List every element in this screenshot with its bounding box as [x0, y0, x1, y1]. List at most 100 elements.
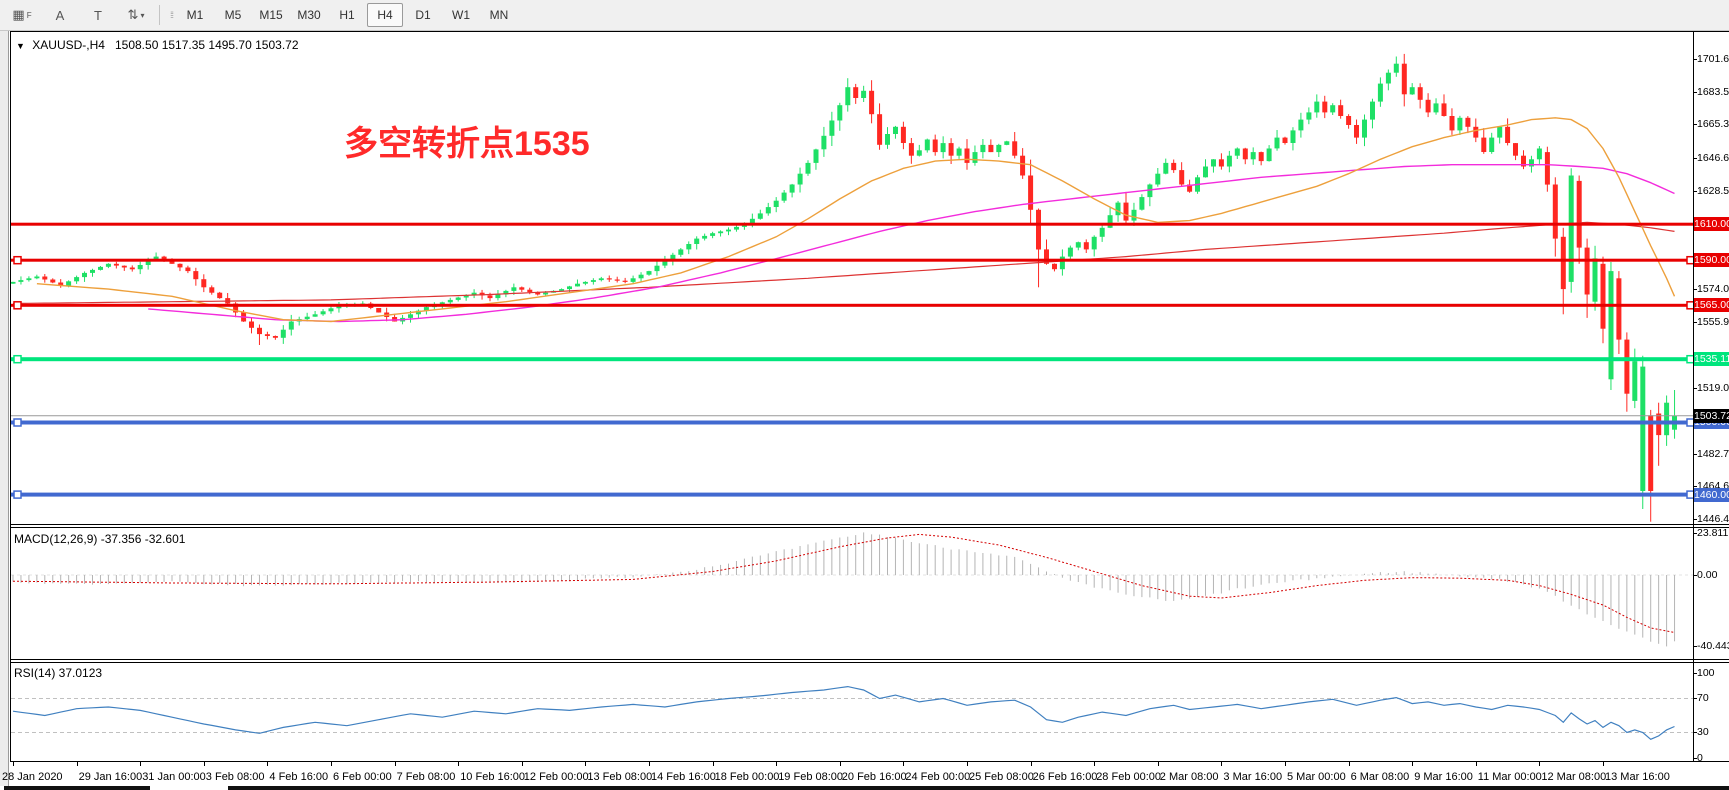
line-handle[interactable]	[1686, 354, 1693, 364]
macd-axis-label: -40.443	[1697, 640, 1729, 653]
timeframe-m15-button[interactable]: M15	[259, 8, 283, 22]
macd-histogram	[12, 532, 1676, 647]
timeframe-m30-button[interactable]: M30	[297, 8, 321, 22]
text-label-t-button[interactable]: T	[80, 3, 116, 27]
line-handle[interactable]	[13, 418, 22, 427]
timeframe-mn-button[interactable]: MN	[489, 8, 509, 22]
level-line-1590.00[interactable]	[11, 255, 1693, 265]
price-tick-mark	[1693, 288, 1697, 290]
time-axis-line	[10, 761, 1729, 762]
time-tick-mark	[203, 762, 205, 766]
cursor-a-icon: A	[55, 7, 65, 23]
chart-annotation-text[interactable]: 多空转折点1535	[344, 125, 590, 163]
time-axis-label: 3 Mar 16:00	[1223, 771, 1283, 783]
time-axis-label: 6 Feb 00:00	[333, 771, 392, 783]
time-axis-label: 9 Mar 16:00	[1414, 771, 1473, 783]
line-handle[interactable]	[1686, 490, 1693, 499]
toolbar-drag-handle[interactable]: ⁞⁞	[170, 10, 174, 20]
macd-pane-separator-top[interactable]	[10, 524, 1729, 525]
price-axis-label: 1628.50	[1697, 184, 1729, 197]
time-tick-mark	[331, 762, 332, 766]
time-axis-label: 20 Feb 16:00	[841, 771, 907, 783]
main-pane-left-border	[10, 31, 11, 761]
level-line-1460.00[interactable]	[11, 490, 1693, 499]
level-price-chip-1590.00: 1590.00	[1694, 253, 1729, 268]
price-tick-mark	[1693, 486, 1697, 488]
line-handle[interactable]	[1686, 255, 1693, 265]
timeframe-h4-button[interactable]: H4	[367, 3, 404, 27]
symbol-ohlc-values: 1508.50 1517.35 1495.70 1503.72	[114, 38, 299, 52]
macd-pane-canvas[interactable]	[11, 528, 1693, 659]
cursor-a-button[interactable]: A	[42, 3, 78, 27]
time-axis-label: 26 Feb 16:00	[1032, 771, 1098, 783]
time-axis-label: 18 Feb 00:00	[714, 771, 780, 783]
rsi-pane-separator-bottom	[10, 662, 1729, 663]
timeframe-w1-button[interactable]: W1	[452, 8, 471, 22]
time-axis-label: 28 Feb 00:00	[1096, 771, 1162, 783]
level-line-1610.00[interactable]	[11, 222, 1693, 226]
symbol-info-bar: ▼ XAUUSD-,H4 1508.50 1517.35 1495.70 150…	[16, 38, 299, 52]
ma-fast-line	[36, 117, 1676, 323]
price-axis-line	[1693, 31, 1694, 761]
time-axis-label: 13 Feb 08:00	[587, 771, 653, 783]
bottom-edge-left	[4, 786, 150, 790]
time-axis-label: 7 Feb 08:00	[396, 771, 456, 783]
time-tick-mark	[1285, 762, 1286, 766]
time-axis-label: 6 Mar 08:00	[1350, 771, 1410, 783]
time-tick-mark	[649, 762, 650, 766]
macd-signal-line	[12, 533, 1675, 633]
macd-tick-mark	[1693, 646, 1697, 648]
line-handle[interactable]	[1686, 418, 1693, 427]
line-handle[interactable]	[13, 255, 22, 265]
line-handle[interactable]	[13, 354, 22, 364]
text-label-t-icon: T	[94, 7, 102, 23]
arrows-objects-button[interactable]: ⇅ ▾	[118, 3, 154, 27]
time-axis-label: 14 Feb 16:00	[651, 771, 716, 783]
macd-tick-mark	[1693, 533, 1697, 534]
price-tick-mark	[1693, 453, 1697, 455]
rsi-pane-canvas[interactable]	[11, 662, 1693, 760]
level-line-1500.00[interactable]	[11, 418, 1693, 427]
time-tick-mark	[1157, 762, 1159, 766]
time-tick-mark	[1475, 762, 1477, 766]
timeframe-h1-button[interactable]: H1	[339, 8, 355, 22]
symbol-dropdown-icon[interactable]: ▼	[16, 41, 25, 51]
macd-axis-label: 23.811	[1697, 527, 1729, 539]
timeframe-d1-button[interactable]: D1	[415, 8, 431, 22]
macd-tick-mark	[1693, 575, 1697, 577]
timeframe-m5-button[interactable]: M5	[224, 8, 242, 22]
price-axis-label: 1646.65	[1697, 152, 1729, 165]
price-axis-label: 1683.50	[1697, 85, 1729, 98]
main-chart-canvas[interactable]	[11, 32, 1693, 524]
arrows-objects-icon-sub: ▾	[140, 10, 145, 20]
level-line-1535.11[interactable]	[11, 354, 1693, 364]
price-tick-mark	[1693, 58, 1697, 60]
time-tick-mark	[13, 762, 14, 766]
time-tick-mark	[1412, 762, 1414, 766]
price-axis-label: 1519.05	[1697, 382, 1729, 395]
line-handle[interactable]	[1686, 301, 1693, 310]
line-handle[interactable]	[13, 490, 22, 499]
level-price-chip-1460.00: 1460.00	[1694, 487, 1729, 502]
macd-pane-separator-bottom	[10, 527, 1729, 528]
timeframe-m1-button[interactable]: M1	[186, 8, 204, 22]
grid-f-button[interactable]: ▦ F	[4, 3, 40, 27]
time-axis-label: 10 Feb 16:00	[460, 771, 526, 783]
price-tick-mark	[1693, 91, 1697, 93]
time-axis-label: 5 Mar 00:00	[1287, 771, 1346, 783]
time-axis-label: 2 Mar 08:00	[1159, 771, 1219, 783]
line-handle[interactable]	[13, 301, 22, 310]
time-tick-mark	[267, 762, 269, 766]
time-tick-mark	[903, 762, 905, 766]
time-tick-mark	[394, 762, 396, 766]
price-axis-label: 1482.75	[1697, 447, 1729, 460]
bottom-edge-right	[228, 786, 1729, 790]
level-price-chip-1565.00: 1565.00	[1694, 298, 1729, 313]
rsi-pane-separator-top[interactable]	[10, 659, 1729, 660]
level-line-1565.00[interactable]	[11, 301, 1693, 310]
ma-slow-line	[12, 221, 1675, 305]
timeframe-group: M1 M5 M15 M30 H1 H4 D1 W1 MN	[176, 3, 518, 27]
rsi-line	[12, 685, 1675, 740]
time-axis-label: 12 Feb 00:00	[523, 771, 589, 783]
time-tick-mark	[967, 762, 968, 766]
